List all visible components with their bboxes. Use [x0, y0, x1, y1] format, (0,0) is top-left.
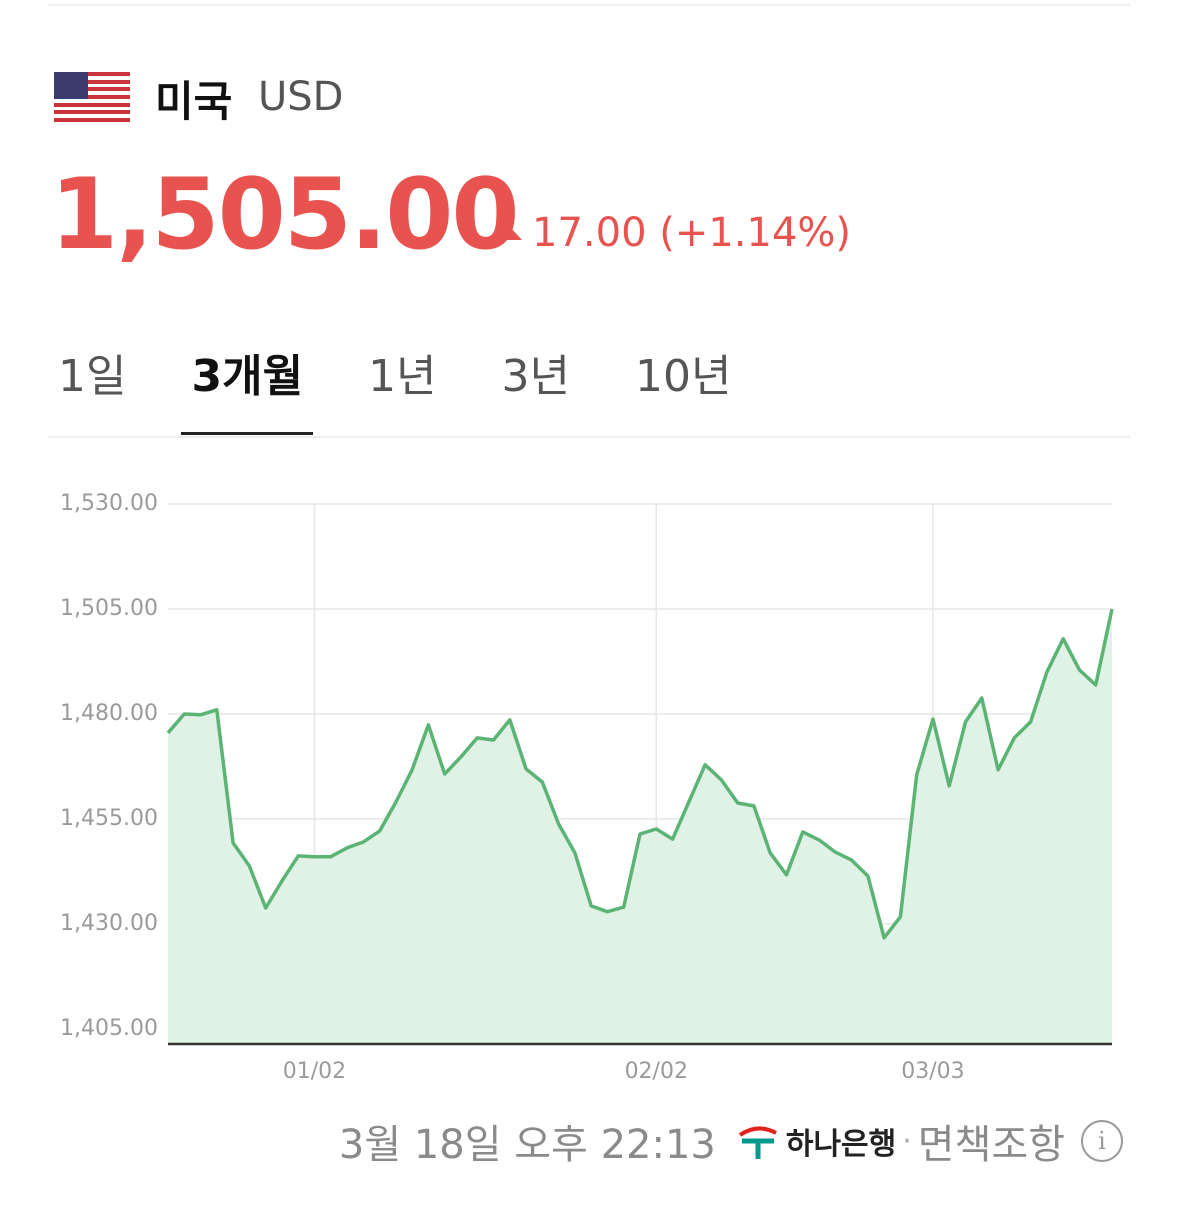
- x-tick-label: 02/02: [625, 1059, 688, 1084]
- y-tick-label: 1,505.00: [60, 596, 158, 621]
- change-percent: (+1.14%): [659, 210, 852, 256]
- period-tabs: 1일 3개월 1년 3년 10년: [48, 340, 787, 435]
- period-tab[interactable]: 3개월: [181, 340, 314, 435]
- chart: 1,405.00 1,430.00 1,455.00 1,480.00 1,505.00…: [60, 491, 1114, 1084]
- x-tick-label: 01/02: [283, 1059, 346, 1084]
- line: [166, 608, 1114, 940]
- x-tick-label: 03/03: [901, 1059, 964, 1084]
- currency-code: USD: [258, 74, 344, 120]
- y-tick-label: 1,455.00: [60, 806, 158, 831]
- timestamp: 3월 18일 오후 22:13: [338, 1122, 716, 1168]
- divider: [48, 4, 1130, 6]
- bank-name: 하나은행: [785, 1127, 897, 1162]
- y-tick-label: 1,405.00: [60, 1016, 158, 1041]
- up-arrow: [498, 226, 522, 240]
- period-tab[interactable]: 1일: [58, 351, 127, 402]
- period-tab[interactable]: 3년: [501, 351, 571, 402]
- period-tab[interactable]: 1년: [368, 351, 437, 402]
- disclaimer-link[interactable]: 면책조항: [917, 1122, 1065, 1168]
- divider: [48, 436, 1130, 438]
- bank-logo: [738, 1126, 777, 1159]
- change-value: 17.00: [532, 210, 647, 256]
- y-tick-label: 1,530.00: [60, 491, 158, 516]
- country-name: 미국: [155, 77, 233, 126]
- info-icon[interactable]: i: [1081, 1120, 1123, 1162]
- area: [168, 609, 1112, 1044]
- footer: 3월 18일 오후 22:13 하나은행 · 면책조항 i: [339, 1112, 1123, 1170]
- period-tab[interactable]: 10년: [635, 351, 732, 402]
- price-change: 17.00 (+1.14%): [498, 210, 851, 256]
- flag-icon: [54, 72, 130, 122]
- separator: ·: [902, 1123, 912, 1159]
- y-tick-label: 1,430.00: [60, 911, 158, 936]
- price: 1,505.00: [50, 158, 520, 272]
- y-tick-label: 1,480.00: [60, 701, 158, 726]
